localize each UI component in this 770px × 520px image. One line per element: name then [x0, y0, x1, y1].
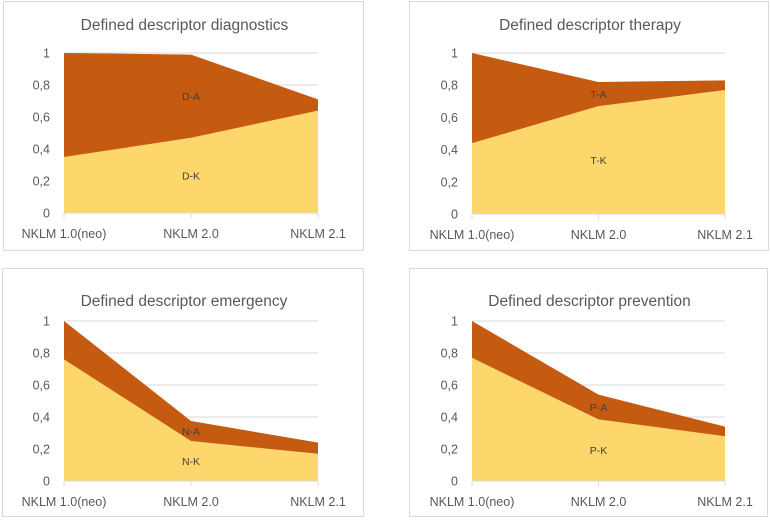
x-tick-label: NKLM 1.0(neo) — [22, 495, 107, 509]
y-tick-label: 0,8 — [441, 79, 458, 93]
area-n-k — [64, 359, 318, 481]
x-tick-label: NKLM 2.0 — [163, 495, 219, 509]
chart-therapy: Defined descriptor therapy 0 0,2 0,4 0,6 0,8 1… — [430, 17, 753, 242]
chart-panel-diagnostics: Defined descriptor diagnostics 0 0,2 0,4 0,6… — [3, 1, 364, 251]
y-tick-label: 0,2 — [33, 443, 50, 457]
series-label: N-K — [182, 456, 200, 468]
series-label: T-K — [590, 155, 606, 167]
x-tick-label: NKLM 2.1 — [697, 495, 753, 509]
y-tick-label: 0,4 — [441, 143, 458, 157]
y-tick-label: 0,6 — [33, 379, 50, 393]
y-tick-label: 0 — [43, 207, 50, 221]
area-t-a — [472, 53, 725, 144]
x-tick-label: NKLM 2.1 — [697, 228, 753, 242]
y-tick-label: 0,8 — [33, 79, 50, 93]
chart-emergency: Defined descriptor emergency 0 0,2 0,4 0,6 0,… — [22, 293, 346, 509]
area-t-k — [472, 90, 725, 214]
series-label: D-A — [182, 91, 200, 103]
chart-title: Defined descriptor prevention — [488, 293, 690, 310]
y-tick-label: 0,4 — [441, 411, 458, 425]
series-label: P-K — [590, 445, 608, 457]
y-tick-label: 0,2 — [33, 175, 50, 189]
x-tick-label: NKLM 2.0 — [571, 228, 627, 242]
x-tick-label: NKLM 2.1 — [290, 495, 346, 509]
y-tick-label: 1 — [451, 47, 458, 61]
y-tick-label: 0,8 — [33, 347, 50, 361]
chart-title: Defined descriptor diagnostics — [81, 17, 289, 34]
series-label: N-A — [182, 426, 200, 438]
area-d-a — [64, 53, 318, 157]
chart-prevention: Defined descriptor prevention 0 0,2 0,4 0,6 0… — [430, 293, 753, 509]
chart-panel-therapy: Defined descriptor therapy 0 0,2 0,4 0,6 0,8 1… — [409, 1, 769, 251]
y-tick-label: 0 — [451, 475, 458, 489]
y-tick-label: 0,8 — [441, 347, 458, 361]
x-tick-label: NKLM 1.0(neo) — [430, 228, 515, 242]
area-d-k — [64, 110, 318, 213]
y-tick-label: 0,6 — [441, 379, 458, 393]
chart-title: Defined descriptor emergency — [81, 293, 288, 310]
chart-panel-prevention: Defined descriptor prevention 0 0,2 0,4 0,6 0… — [409, 268, 768, 517]
y-tick-label: 1 — [43, 47, 50, 61]
x-tick-label: NKLM 2.0 — [571, 495, 627, 509]
y-tick-label: 1 — [43, 315, 50, 329]
x-tick-label: NKLM 2.0 — [163, 227, 219, 241]
chart-panel-emergency: Defined descriptor emergency 0 0,2 0,4 0,6 0,… — [2, 268, 364, 517]
y-tick-label: 0,6 — [33, 111, 50, 125]
series-label: D-K — [182, 170, 200, 182]
y-tick-label: 0 — [43, 475, 50, 489]
y-tick-label: 1 — [451, 315, 458, 329]
y-tick-label: 0 — [451, 208, 458, 222]
x-tick-label: NKLM 2.1 — [290, 227, 346, 241]
y-tick-label: 0,4 — [33, 143, 50, 157]
x-tick-label: NKLM 1.0(neo) — [22, 227, 107, 241]
y-tick-label: 0,2 — [441, 443, 458, 457]
series-label: P-A — [590, 402, 608, 414]
y-tick-label: 0,6 — [441, 111, 458, 125]
y-tick-label: 0,2 — [441, 175, 458, 189]
chart-diagnostics: Defined descriptor diagnostics 0 0,2 0,4 0,6… — [22, 17, 346, 241]
series-label: T-A — [590, 89, 606, 101]
y-tick-label: 0,4 — [33, 411, 50, 425]
area-n-a — [64, 321, 318, 454]
area-p-a — [472, 321, 725, 437]
x-tick-label: NKLM 1.0(neo) — [430, 495, 515, 509]
chart-title: Defined descriptor therapy — [499, 17, 681, 34]
